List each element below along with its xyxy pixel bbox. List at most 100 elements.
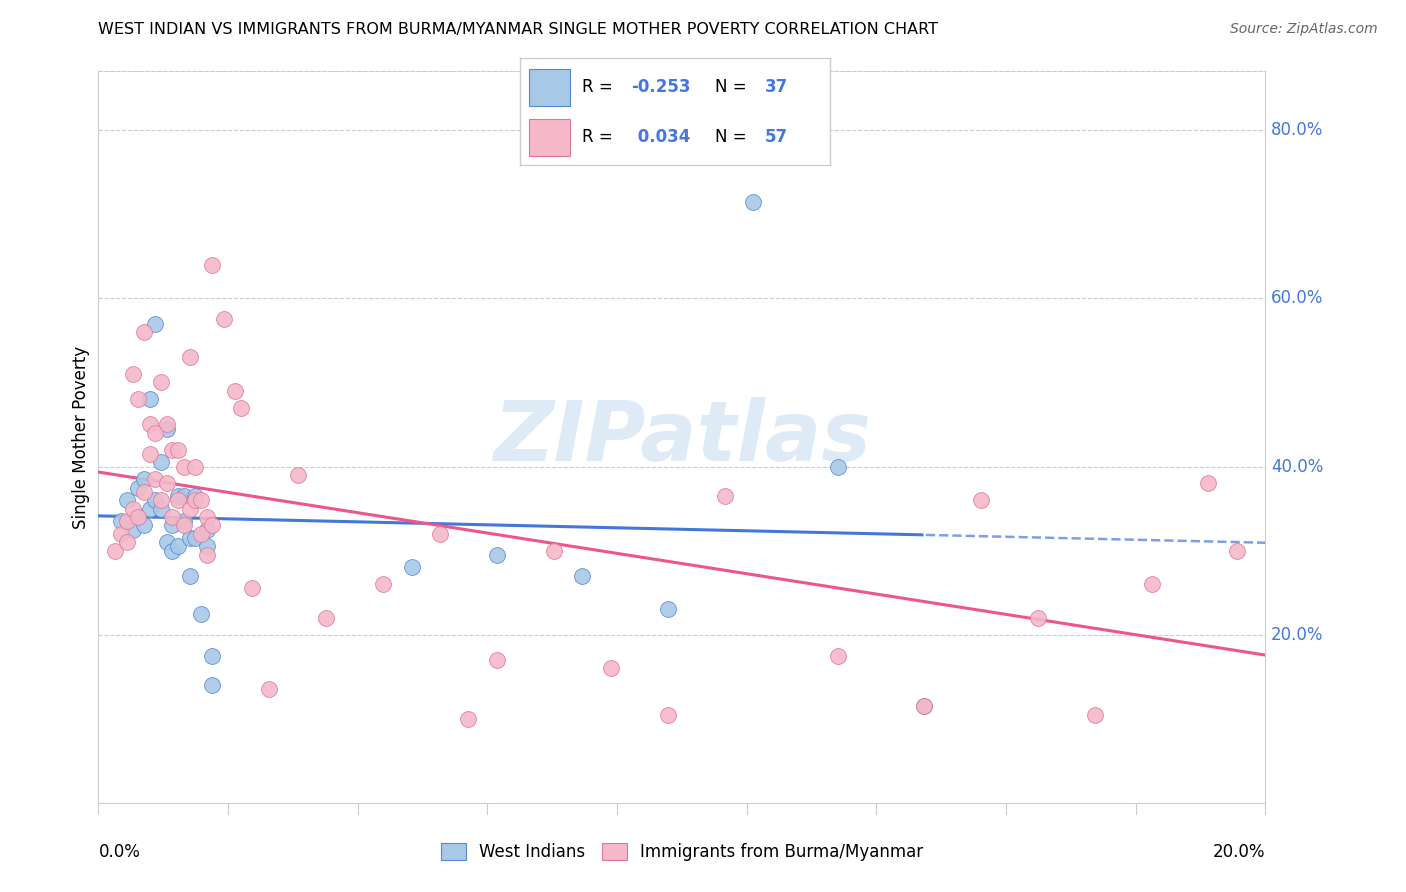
Point: [1198, 476, 1220, 491]
Point: [571, 569, 593, 583]
Point: [132, 518, 155, 533]
Text: ZIPatlas: ZIPatlas: [494, 397, 870, 477]
Point: [827, 459, 849, 474]
Point: [127, 392, 149, 407]
Point: [1140, 577, 1163, 591]
Point: [150, 501, 173, 516]
Point: [138, 501, 160, 516]
Text: R =: R =: [582, 78, 619, 95]
Point: [195, 540, 218, 554]
Point: [167, 442, 190, 457]
Text: Source: ZipAtlas.com: Source: ZipAtlas.com: [1230, 22, 1378, 37]
Point: [190, 526, 212, 541]
Point: [190, 493, 212, 508]
Point: [201, 518, 224, 533]
Point: [229, 401, 252, 415]
Point: [184, 493, 207, 508]
Point: [156, 476, 179, 491]
Text: 0.034: 0.034: [631, 128, 690, 146]
Text: N =: N =: [716, 78, 752, 95]
Point: [132, 484, 155, 499]
Point: [115, 493, 138, 508]
Point: [104, 543, 127, 558]
Point: [167, 540, 190, 554]
Point: [162, 510, 184, 524]
Point: [143, 472, 166, 486]
Point: [240, 582, 263, 596]
Point: [912, 699, 935, 714]
Point: [156, 422, 179, 436]
Text: WEST INDIAN VS IMMIGRANTS FROM BURMA/MYANMAR SINGLE MOTHER POVERTY CORRELATION C: WEST INDIAN VS IMMIGRANTS FROM BURMA/MYA…: [98, 22, 938, 37]
Text: 20.0%: 20.0%: [1271, 625, 1323, 644]
Point: [179, 569, 201, 583]
Point: [970, 493, 993, 508]
Point: [127, 481, 149, 495]
Point: [827, 648, 849, 663]
Text: R =: R =: [582, 128, 619, 146]
Point: [150, 376, 173, 390]
Point: [162, 543, 184, 558]
Point: [1226, 543, 1249, 558]
Point: [173, 459, 195, 474]
Point: [121, 523, 143, 537]
Point: [115, 514, 138, 528]
Point: [156, 535, 179, 549]
Point: [201, 258, 224, 272]
Point: [657, 602, 679, 616]
Bar: [530, 69, 569, 106]
Point: [195, 510, 218, 524]
Point: [201, 678, 224, 692]
Point: [657, 707, 679, 722]
Text: 60.0%: 60.0%: [1271, 289, 1323, 308]
Point: [287, 467, 309, 482]
Point: [127, 510, 149, 524]
Point: [156, 417, 179, 432]
Point: [184, 489, 207, 503]
Point: [127, 510, 149, 524]
Point: [485, 653, 508, 667]
Point: [429, 526, 451, 541]
Point: [138, 392, 160, 407]
Point: [912, 699, 935, 714]
Point: [401, 560, 423, 574]
Point: [543, 543, 565, 558]
Point: [167, 493, 190, 508]
Point: [132, 472, 155, 486]
Point: [138, 417, 160, 432]
Point: [201, 648, 224, 663]
Point: [143, 317, 166, 331]
Legend: West Indians, Immigrants from Burma/Myanmar: West Indians, Immigrants from Burma/Myan…: [434, 836, 929, 868]
Text: 20.0%: 20.0%: [1213, 843, 1265, 861]
Point: [179, 350, 201, 364]
Point: [162, 518, 184, 533]
Point: [132, 325, 155, 339]
Point: [599, 661, 621, 675]
Point: [195, 548, 218, 562]
Text: 37: 37: [765, 78, 787, 95]
Point: [184, 459, 207, 474]
Point: [1026, 611, 1049, 625]
Point: [167, 489, 190, 503]
Point: [315, 611, 337, 625]
Y-axis label: Single Mother Poverty: Single Mother Poverty: [72, 345, 90, 529]
Point: [121, 501, 143, 516]
Text: N =: N =: [716, 128, 752, 146]
Text: 0.0%: 0.0%: [98, 843, 141, 861]
Point: [121, 367, 143, 381]
Point: [143, 425, 166, 440]
Text: 80.0%: 80.0%: [1271, 121, 1323, 139]
Text: 57: 57: [765, 128, 787, 146]
Point: [110, 514, 132, 528]
Point: [162, 442, 184, 457]
Point: [115, 535, 138, 549]
Point: [143, 493, 166, 508]
Point: [713, 489, 735, 503]
Point: [110, 526, 132, 541]
Bar: [530, 119, 569, 156]
Point: [179, 531, 201, 545]
Text: -0.253: -0.253: [631, 78, 692, 95]
Point: [138, 447, 160, 461]
Point: [173, 518, 195, 533]
Point: [150, 455, 173, 469]
Point: [195, 523, 218, 537]
